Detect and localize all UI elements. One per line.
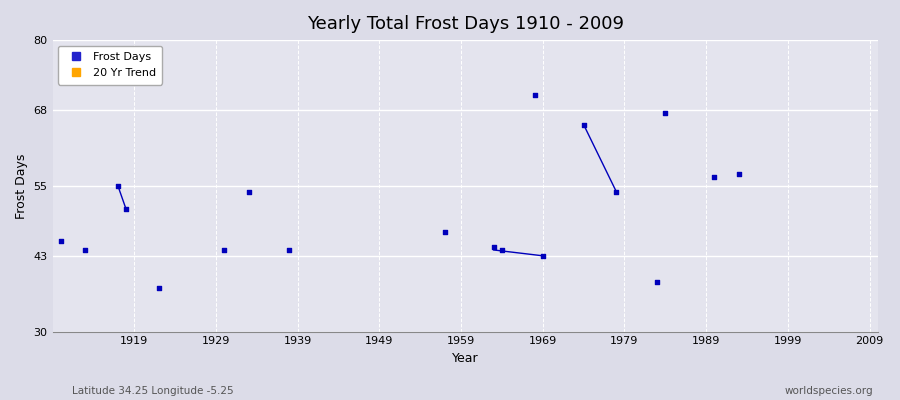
Point — [658, 110, 672, 116]
Point — [217, 247, 231, 253]
Point — [283, 247, 297, 253]
Point — [241, 188, 256, 195]
Point — [487, 244, 501, 250]
Text: worldspecies.org: worldspecies.org — [785, 386, 873, 396]
Point — [111, 183, 125, 189]
Point — [53, 238, 68, 244]
Point — [576, 122, 590, 128]
Legend: Frost Days, 20 Yr Trend: Frost Days, 20 Yr Trend — [58, 46, 162, 84]
Point — [536, 253, 550, 259]
Text: Latitude 34.25 Longitude -5.25: Latitude 34.25 Longitude -5.25 — [72, 386, 234, 396]
Point — [437, 229, 452, 236]
Point — [707, 174, 722, 180]
X-axis label: Year: Year — [452, 352, 479, 365]
Point — [151, 285, 166, 291]
Point — [732, 171, 746, 177]
Y-axis label: Frost Days: Frost Days — [15, 153, 28, 218]
Point — [609, 188, 624, 195]
Point — [650, 279, 664, 285]
Title: Yearly Total Frost Days 1910 - 2009: Yearly Total Frost Days 1910 - 2009 — [307, 15, 624, 33]
Point — [78, 247, 93, 253]
Point — [495, 247, 509, 253]
Point — [119, 206, 133, 212]
Point — [527, 92, 542, 99]
